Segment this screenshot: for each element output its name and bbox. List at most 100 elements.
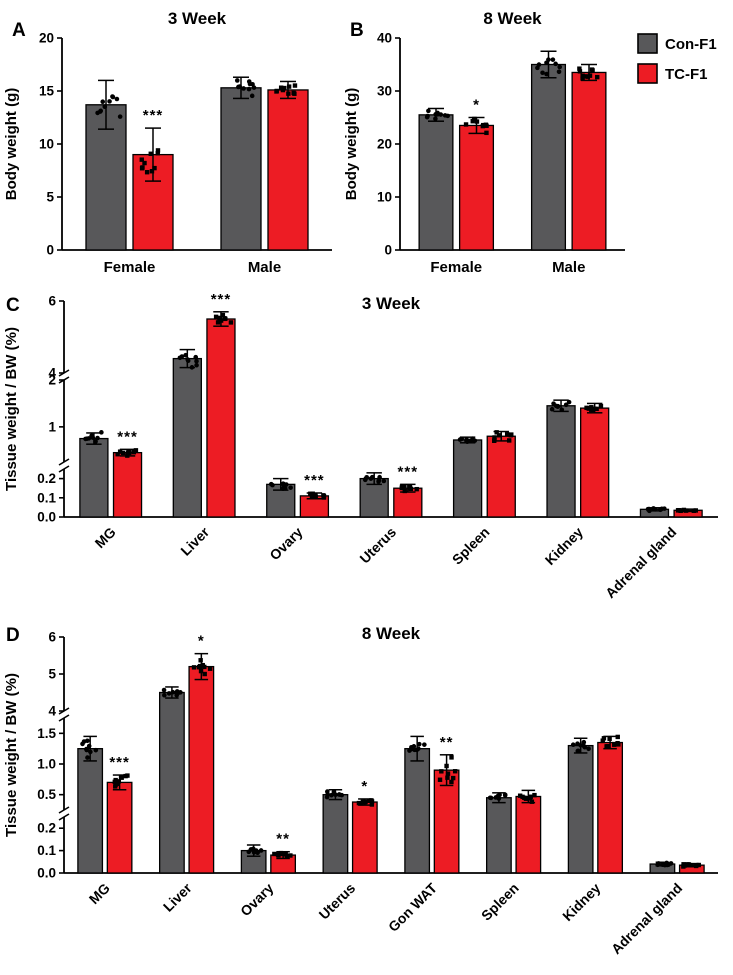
- panel-letter: B: [350, 20, 364, 41]
- y-axis-title: Body weight (g): [3, 88, 20, 201]
- scatter-point: [659, 506, 665, 512]
- scatter-point: [139, 166, 145, 171]
- bar-con: [172, 357, 202, 518]
- scatter-point: [223, 316, 228, 322]
- significance-label: *: [361, 778, 368, 795]
- scatter-point: [612, 742, 617, 747]
- scatter-point: [84, 746, 89, 752]
- y-axis-title: Tissue weight / BW (%): [3, 327, 20, 491]
- scatter-point: [481, 122, 486, 128]
- scatter-point: [356, 800, 362, 806]
- scatter-point: [362, 799, 368, 805]
- panel-letter: C: [6, 295, 20, 316]
- scatter-point: [268, 481, 274, 487]
- scatter-point: [144, 170, 150, 175]
- scatter-point: [433, 116, 438, 122]
- axis-break-icon: [58, 806, 70, 814]
- scatter-point: [587, 73, 593, 78]
- scatter-point: [198, 658, 203, 663]
- scatter-point: [566, 399, 572, 405]
- significance-label: ***: [398, 463, 419, 480]
- category-label: MG: [86, 880, 113, 907]
- scatter-point: [492, 438, 497, 443]
- scatter-point: [194, 362, 199, 368]
- scatter-point: [576, 748, 581, 754]
- legend-label-con: Con-F1: [665, 36, 717, 53]
- scatter-point: [241, 86, 246, 91]
- scatter-point: [234, 78, 240, 83]
- scatter-point: [474, 119, 480, 124]
- scatter-point: [286, 84, 292, 89]
- bar-con: [322, 794, 349, 874]
- scatter-point: [509, 432, 514, 437]
- category-label: Adrenal gland: [608, 880, 685, 957]
- scatter-point: [120, 450, 126, 456]
- y-tick-label: 6: [48, 630, 56, 645]
- panel-A-group: 0 5 10 15 20 *** Female Male 3 Week Body weight (…: [3, 9, 332, 276]
- y-tick-label: 1: [48, 419, 56, 434]
- scatter-point: [162, 692, 167, 698]
- scatter-point: [555, 404, 561, 409]
- scatter-point: [292, 83, 298, 88]
- scatter-point: [246, 86, 252, 92]
- scatter-point: [142, 160, 147, 166]
- scatter-point: [213, 314, 219, 320]
- bar-con: [567, 744, 594, 874]
- scatter-point: [93, 439, 98, 444]
- category-label: Male: [248, 259, 281, 276]
- scatter-point: [218, 318, 224, 323]
- y-axis-title: Body weight (g): [343, 88, 360, 201]
- significance-label: ***: [304, 472, 325, 489]
- scatter-point: [117, 449, 123, 454]
- legend-swatch-con: [637, 33, 658, 54]
- scatter-point: [228, 320, 234, 325]
- scatter-point: [107, 99, 112, 104]
- y-tick-label: 0.0: [37, 510, 56, 525]
- panel-title: 3 Week: [168, 9, 227, 28]
- bar-con: [158, 691, 185, 874]
- scatter-point: [366, 798, 372, 803]
- scatter-point: [399, 485, 405, 491]
- scatter-point: [693, 508, 698, 513]
- y-tick-label: 6: [48, 294, 56, 309]
- scatter-point: [247, 81, 253, 87]
- bar-tc: [580, 407, 610, 518]
- bar-tc: [571, 71, 607, 251]
- scatter-point: [284, 482, 289, 487]
- scatter-point: [309, 494, 315, 499]
- scatter-point: [139, 157, 144, 162]
- scatter-point: [601, 736, 607, 741]
- scatter-point: [676, 508, 681, 513]
- legend-label-tc: TC-F1: [665, 66, 708, 83]
- scatter-point: [449, 755, 454, 760]
- bar-tc: [515, 795, 542, 874]
- panel-title: 8 Week: [483, 9, 542, 28]
- panel-title: 3 Week: [362, 294, 421, 313]
- panel-B-group: 0 10 20 30 40 * Female Male 8 Week Body weight (g…: [343, 9, 717, 276]
- scatter-point: [585, 74, 590, 79]
- scatter-point: [507, 438, 512, 443]
- y-tick-label: 20: [377, 137, 392, 152]
- scatter-point: [155, 148, 161, 153]
- scatter-point: [310, 491, 315, 496]
- scatter-point: [616, 742, 621, 747]
- scatter-point: [274, 88, 279, 94]
- scatter-point: [115, 452, 120, 457]
- scatter-point: [114, 96, 120, 102]
- scatter-point: [177, 355, 183, 361]
- y-tick-label: 0: [384, 243, 392, 258]
- y-tick-label: 0.1: [37, 490, 56, 505]
- scatter-point: [84, 436, 90, 441]
- category-label: MG: [92, 524, 119, 551]
- scatter-point: [369, 802, 375, 807]
- scatter-point: [194, 358, 199, 364]
- scatter-point: [517, 793, 523, 798]
- panel-a-bodyweight-3week: 0 5 10 15 20 *** Female Male 3 Week Body weight (…: [3, 9, 332, 276]
- significance-label: ***: [109, 754, 130, 771]
- y-tick-label: 40: [377, 31, 392, 46]
- bar-tc: [486, 435, 516, 518]
- scatter-point: [337, 792, 342, 797]
- scatter-point: [282, 85, 287, 91]
- scatter-point: [450, 775, 456, 781]
- scatter-point: [112, 779, 118, 785]
